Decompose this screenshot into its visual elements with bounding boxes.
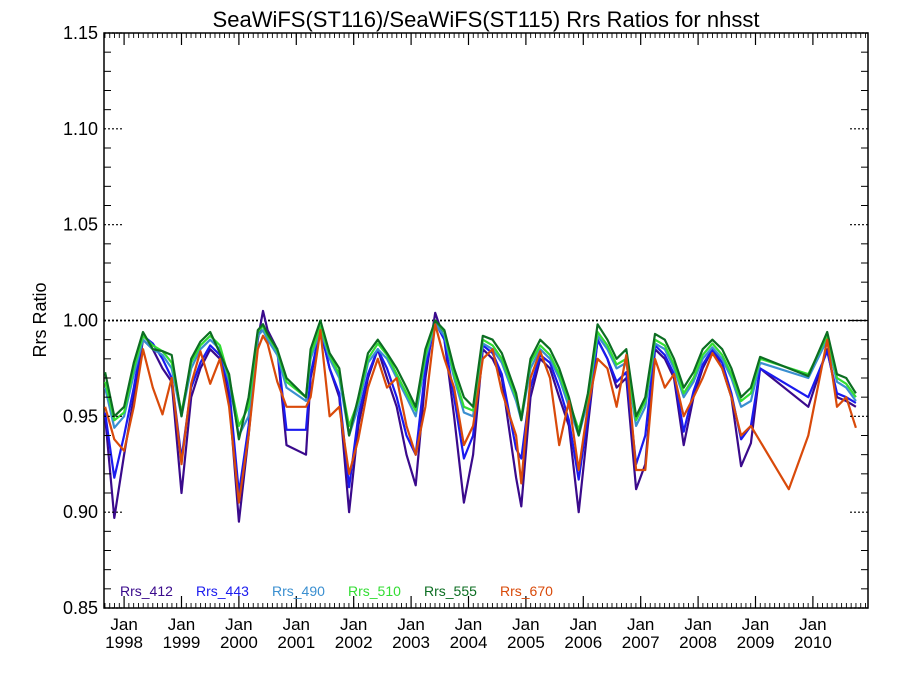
x-tick-year: 2005 (507, 633, 545, 652)
y-tick-label: 0.85 (63, 598, 98, 618)
y-tick-label: 1.00 (63, 311, 98, 331)
y-tick-label: 1.15 (63, 23, 98, 43)
x-tick-month: Jan (283, 615, 310, 634)
y-tick-label: 1.10 (63, 119, 98, 139)
x-tick-year: 2007 (622, 633, 660, 652)
x-tick-year: 2002 (335, 633, 373, 652)
legend-entry-rrs-412: Rrs_412 (120, 583, 173, 599)
x-tick-month: Jan (225, 615, 252, 634)
series-line-rrs-670 (104, 323, 857, 504)
x-tick-month: Jan (512, 615, 539, 634)
legend: Rrs_412 Rrs_443 Rrs_490 Rrs_510 Rrs_555 Rrs_6… (120, 583, 553, 599)
x-tick-year: 2001 (277, 633, 315, 652)
legend-entry-rrs-490: Rrs_490 (272, 583, 325, 599)
x-tick-month: Jan (627, 615, 654, 634)
chart-title: SeaWiFS(ST116)/SeaWiFS(ST115) Rrs Ratios… (213, 7, 760, 32)
x-tick-year: 2009 (737, 633, 775, 652)
x-tick-month: Jan (340, 615, 367, 634)
x-tick-month: Jan (397, 615, 424, 634)
x-tick-year: 2006 (564, 633, 602, 652)
x-tick-year: 2004 (450, 633, 488, 652)
x-tick-year: 2008 (679, 633, 717, 652)
y-tick-label: 1.05 (63, 215, 98, 235)
legend-entry-rrs-670: Rrs_670 (500, 583, 553, 599)
legend-entry-rrs-555: Rrs_555 (424, 583, 477, 599)
series-line-rrs-510 (104, 319, 857, 431)
y-tick-label: 0.95 (63, 406, 98, 426)
x-tick-month: Jan (799, 615, 826, 634)
x-tick-year: 1998 (105, 633, 143, 652)
x-tick-month: Jan (570, 615, 597, 634)
x-tick-year: 2010 (794, 633, 832, 652)
x-tick-month: Jan (110, 615, 137, 634)
legend-entry-rrs-443: Rrs_443 (196, 583, 249, 599)
legend-entry-rrs-510: Rrs_510 (348, 583, 401, 599)
x-tick-month: Jan (684, 615, 711, 634)
x-tick-month: Jan (168, 615, 195, 634)
x-tick-year: 2000 (220, 633, 258, 652)
y-axis-label: Rrs Ratio (30, 282, 50, 357)
x-tick-month: Jan (742, 615, 769, 634)
y-tick-label: 0.90 (63, 502, 98, 522)
x-tick-year: 2003 (392, 633, 430, 652)
series-line-rrs-555 (104, 319, 857, 441)
x-tick-month: Jan (455, 615, 482, 634)
x-tick-year: 1999 (163, 633, 201, 652)
